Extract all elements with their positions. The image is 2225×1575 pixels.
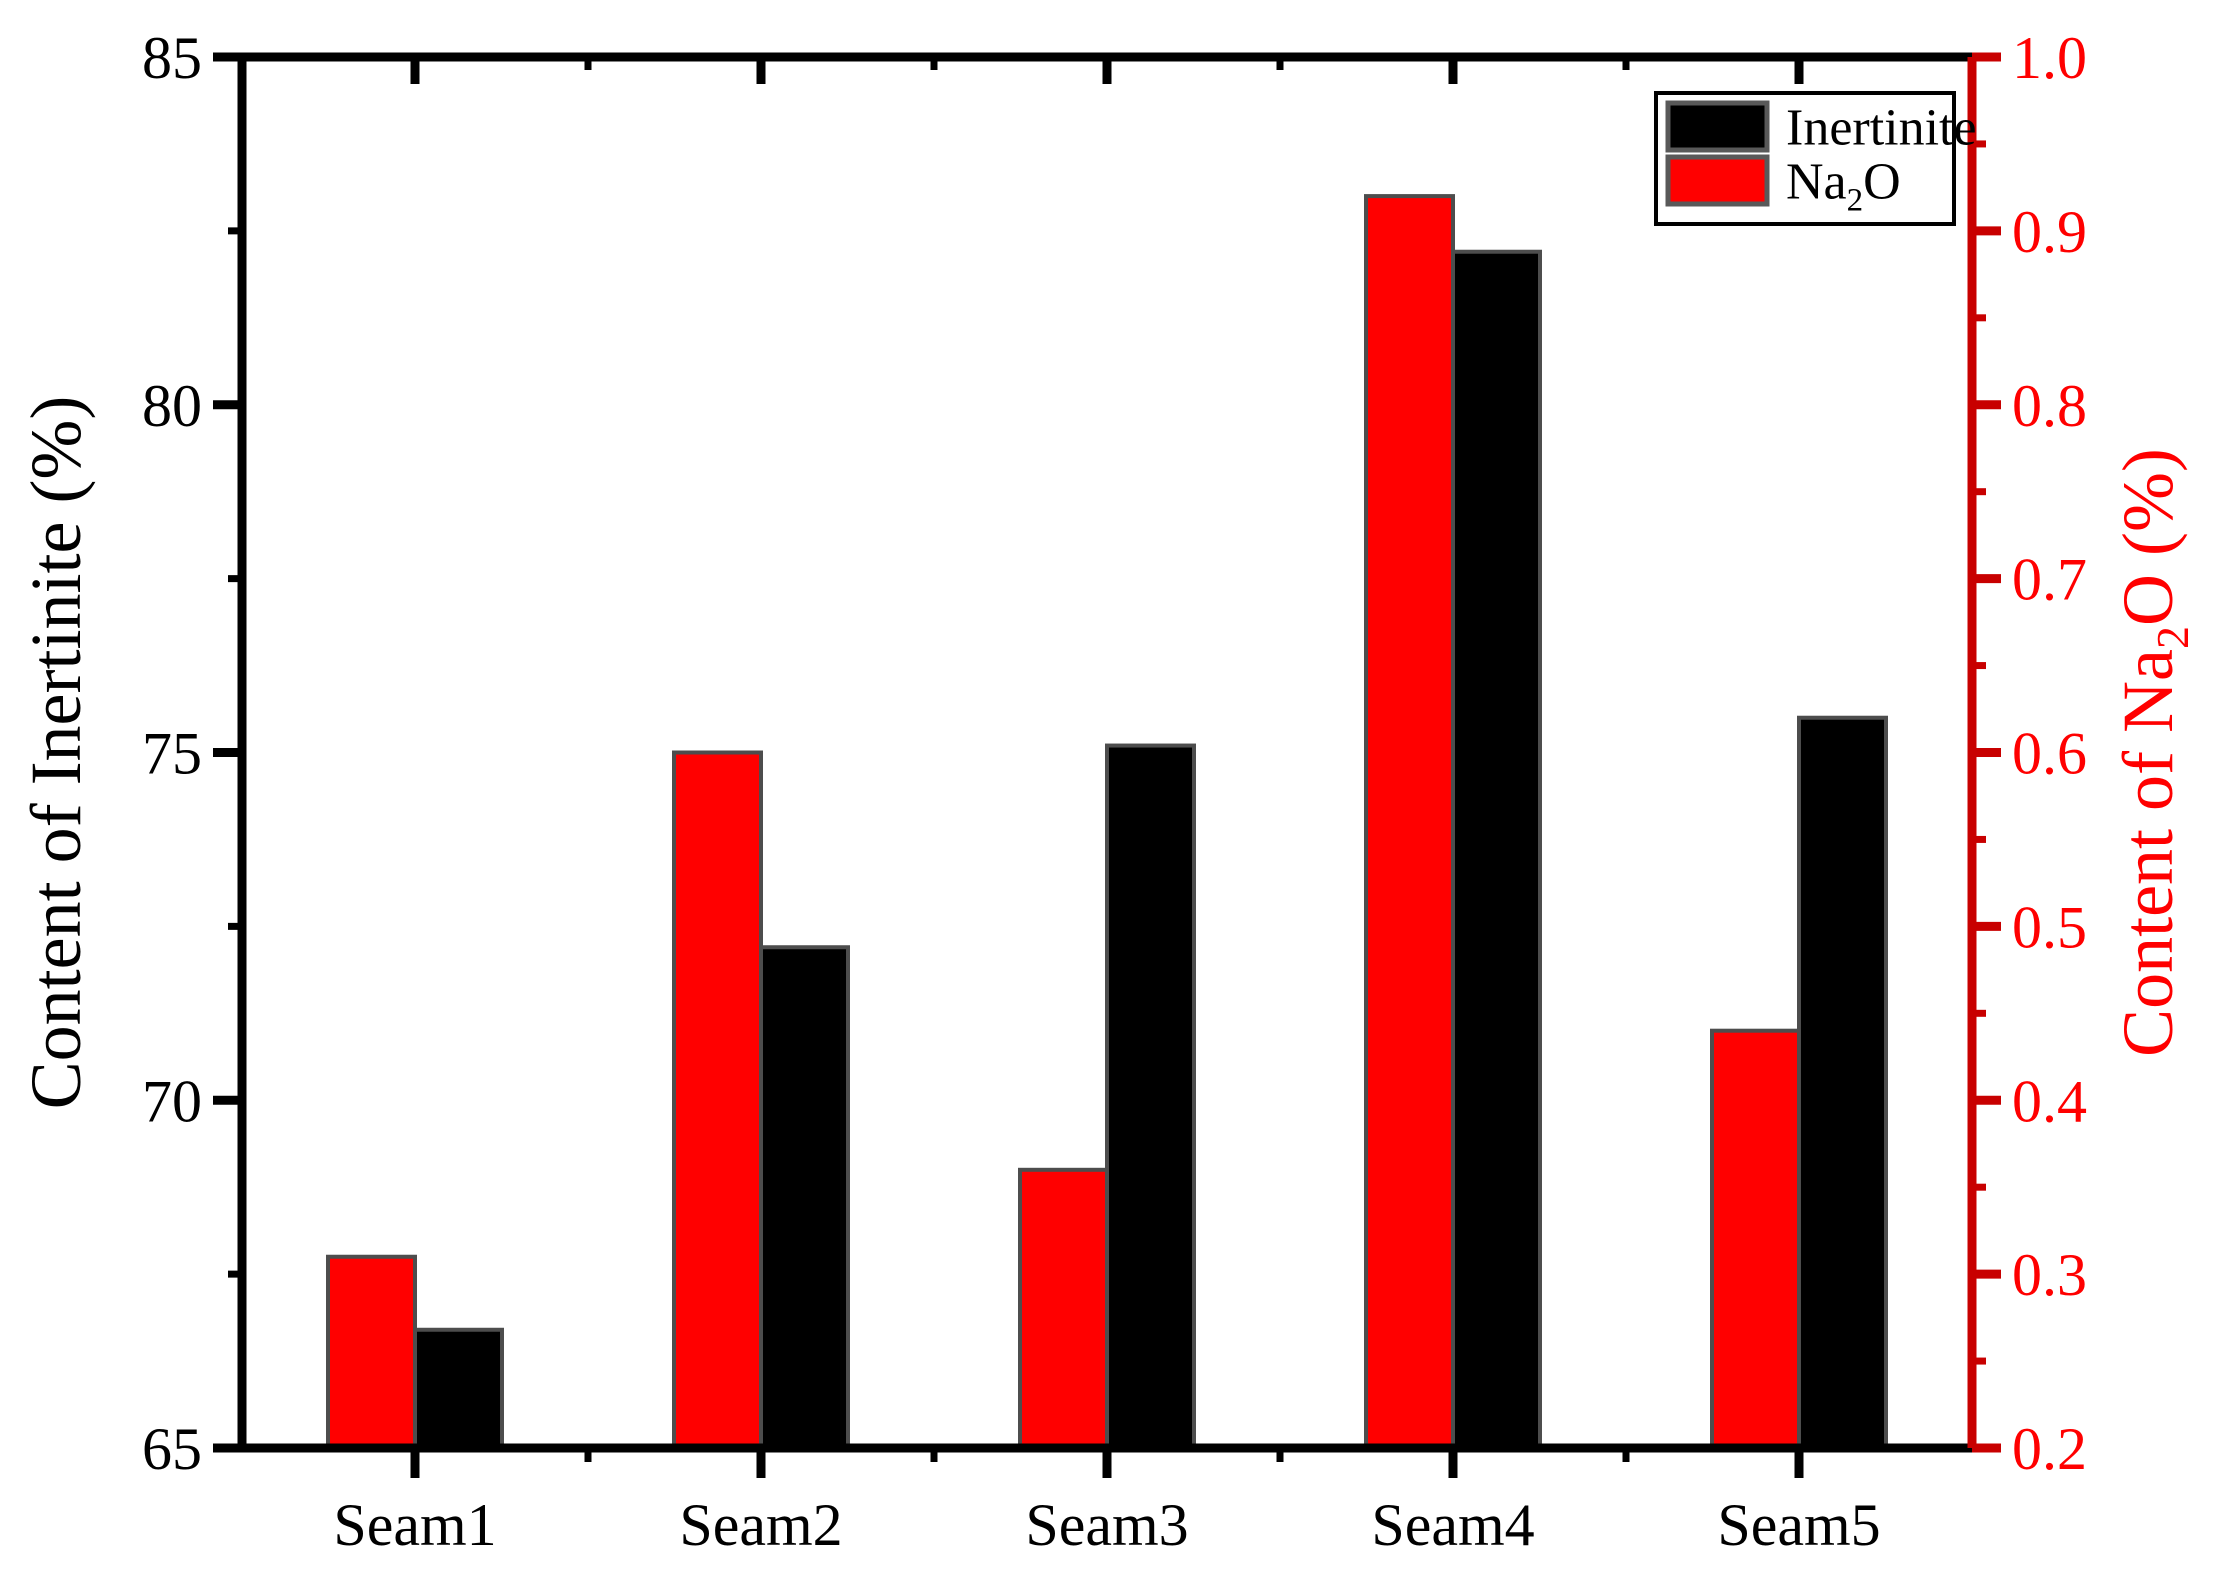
left-axis-tick-label: 80 bbox=[142, 373, 202, 439]
right-axis-tick-label: 1.0 bbox=[2012, 25, 2087, 91]
left-axis-tick-label: 75 bbox=[142, 721, 202, 787]
bar-na2o-seam5 bbox=[1710, 1028, 1801, 1450]
bar-na2o-seam1 bbox=[326, 1254, 417, 1451]
category-label-seam4: Seam4 bbox=[1371, 1492, 1534, 1558]
category-label-seam2: Seam2 bbox=[679, 1492, 842, 1558]
right-axis-tick-label: 0.5 bbox=[2012, 894, 2087, 960]
legend-swatch-inertinite bbox=[1665, 100, 1770, 153]
left-axis-tick-label: 65 bbox=[142, 1416, 202, 1482]
right-axis-tick-label: 0.4 bbox=[2012, 1068, 2087, 1134]
right-axis-tick-label: 0.3 bbox=[2012, 1242, 2087, 1308]
category-label-seam5: Seam5 bbox=[1717, 1492, 1880, 1558]
right-axis-tick-label: 0.2 bbox=[2012, 1416, 2087, 1482]
left-axis-tick-label: 85 bbox=[142, 25, 202, 91]
axes-group: 65 70 75 80 85 0.2 0.3 0.4 0.5 0.6 0.7 0.8 0.9 1.0 Sea… bbox=[16, 25, 2198, 1558]
right-axis-tick-label: 0.8 bbox=[2012, 373, 2087, 439]
left-axis-title: Content of Inertinite (%) bbox=[16, 396, 96, 1110]
bar-na2o-seam2 bbox=[672, 750, 763, 1450]
category-label-seam3: Seam3 bbox=[1025, 1492, 1188, 1558]
bar-inertinite-seam2 bbox=[759, 945, 850, 1450]
left-axis-tick-label: 70 bbox=[142, 1068, 202, 1134]
right-axis-title: Content of Na2O (%) bbox=[2108, 448, 2198, 1057]
category-label-seam1: Seam1 bbox=[333, 1492, 496, 1558]
bar-na2o-seam4 bbox=[1364, 194, 1455, 1451]
bar-na2o-seam3 bbox=[1018, 1167, 1109, 1451]
bar-inertinite-seam5 bbox=[1797, 715, 1888, 1450]
bar-inertinite-seam4 bbox=[1451, 249, 1542, 1451]
right-axis-tick-label: 0.7 bbox=[2012, 547, 2087, 613]
bars-group bbox=[326, 194, 1888, 1451]
bar-inertinite-seam3 bbox=[1105, 743, 1196, 1450]
right-axis-tick-label: 0.9 bbox=[2012, 199, 2087, 265]
right-axis-tick-label: 0.6 bbox=[2012, 721, 2087, 787]
legend-label-na2o: Na2O bbox=[1786, 154, 1901, 219]
legend-swatch-na2o bbox=[1665, 154, 1770, 207]
bar-inertinite-seam1 bbox=[413, 1327, 504, 1451]
legend-label-inertinite: Inertinite bbox=[1786, 100, 1977, 157]
